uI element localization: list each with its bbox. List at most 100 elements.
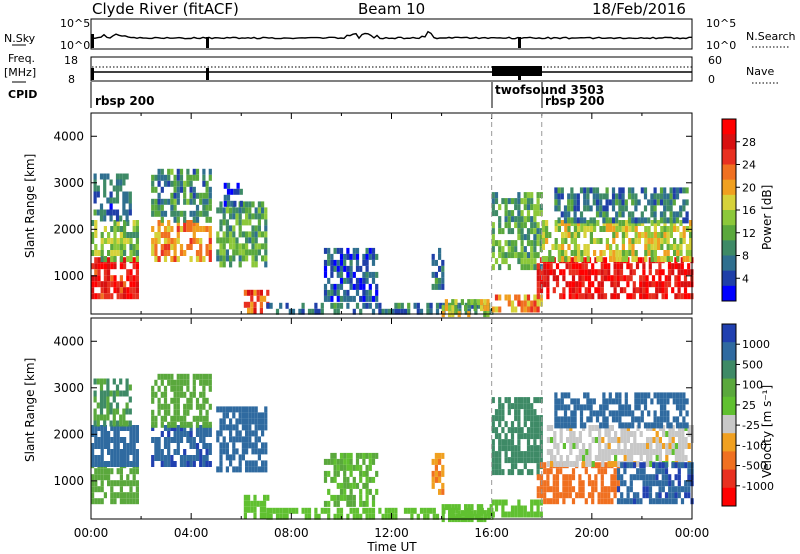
echo-cell xyxy=(571,486,576,493)
echo-cell xyxy=(110,263,114,270)
echo-cell xyxy=(662,431,666,437)
echo-cell xyxy=(122,209,126,216)
echo-cell xyxy=(99,408,104,415)
echo-cell xyxy=(223,182,227,189)
echo-cell xyxy=(119,281,123,288)
echo-cell xyxy=(216,237,220,244)
echo-cell xyxy=(557,244,561,250)
echo-cell xyxy=(674,455,678,461)
echo-cell xyxy=(163,437,168,443)
echo-cell xyxy=(567,199,571,206)
echo-cell xyxy=(222,255,226,262)
echo-cell xyxy=(157,449,161,455)
echo-cell xyxy=(658,468,662,475)
echo-cell xyxy=(501,252,505,259)
echo-cell xyxy=(183,421,187,428)
echo-cell xyxy=(623,437,627,443)
echo-cell xyxy=(632,287,636,294)
echo-cell xyxy=(672,199,676,206)
echo-cell xyxy=(602,205,606,212)
echo-cell xyxy=(561,244,565,250)
echo-cell xyxy=(202,192,206,199)
echo-cell xyxy=(125,402,129,409)
echo-cell xyxy=(339,494,344,501)
echo-cell xyxy=(642,443,646,449)
echo-cell xyxy=(132,287,136,294)
echo-cell xyxy=(384,507,388,514)
echo-cell xyxy=(119,238,123,244)
echo-cell xyxy=(621,256,625,262)
echo-cell xyxy=(97,468,101,475)
echo-cell xyxy=(407,507,411,514)
echo-cell xyxy=(655,281,659,288)
cpid-label: CPID xyxy=(8,88,37,101)
echo-cell xyxy=(636,498,640,505)
echo-cell xyxy=(596,220,600,226)
echo-cell xyxy=(617,443,621,449)
echo-cell xyxy=(656,416,660,423)
echo-cell xyxy=(608,199,612,206)
echo-cell xyxy=(662,425,666,431)
x-tick-label: 00:00 xyxy=(74,526,109,540)
echo-cell xyxy=(346,302,350,309)
echo-cell xyxy=(613,281,617,288)
echo-cell xyxy=(434,458,438,465)
echo-cell xyxy=(192,443,196,449)
echo-cell xyxy=(91,238,95,244)
echo-cell xyxy=(494,433,499,440)
echo-cell xyxy=(588,461,592,467)
echo-cell xyxy=(517,294,521,301)
echo-cell xyxy=(253,500,257,507)
echo-cell xyxy=(501,228,505,235)
echo-cell xyxy=(179,210,184,217)
echo-cell xyxy=(668,437,672,443)
echo-cell xyxy=(626,431,630,437)
echo-cell xyxy=(494,463,499,470)
echo-cell xyxy=(189,455,193,461)
echo-cell xyxy=(658,275,662,282)
echo-cell xyxy=(679,398,683,405)
echo-cell xyxy=(109,420,113,427)
echo-cell xyxy=(557,217,561,224)
echo-cell xyxy=(359,488,363,495)
echo-cell xyxy=(235,213,239,220)
echo-cell xyxy=(507,445,511,452)
echo-cell xyxy=(477,302,481,309)
echo-cell xyxy=(671,263,675,270)
echo-cell xyxy=(261,255,265,262)
echo-cell xyxy=(444,305,448,312)
echo-cell xyxy=(550,425,554,431)
echo-cell xyxy=(365,271,369,278)
echo-cell xyxy=(510,445,515,452)
echo-cell xyxy=(593,226,597,232)
echo-cell xyxy=(501,439,505,446)
echo-cell xyxy=(238,436,242,443)
echo-cell xyxy=(135,238,139,244)
echo-cell xyxy=(602,193,606,200)
echo-cell xyxy=(643,404,648,411)
echo-cell xyxy=(600,269,604,276)
echo-cell xyxy=(202,210,206,217)
echo-cell xyxy=(248,412,252,419)
echo-cell xyxy=(132,498,136,505)
echo-cell xyxy=(107,287,111,294)
echo-cell xyxy=(491,415,495,422)
echo-cell xyxy=(167,455,171,461)
echo-cell xyxy=(636,449,640,455)
echo-cell xyxy=(179,379,184,386)
echo-cell xyxy=(183,415,187,422)
echo-cell xyxy=(336,470,340,477)
echo-cell xyxy=(441,488,445,495)
echo-cell xyxy=(573,226,577,232)
echo-cell xyxy=(195,192,200,199)
echo-cell xyxy=(199,409,203,416)
echo-cell xyxy=(642,462,646,469)
echo-cell xyxy=(163,232,168,238)
echo-cell xyxy=(261,442,265,449)
echo-cell xyxy=(510,210,515,217)
echo-cell xyxy=(103,281,107,288)
echo-cell xyxy=(585,455,589,461)
echo-cell xyxy=(536,281,540,288)
echo-cell xyxy=(591,480,595,487)
echo-cell xyxy=(112,396,116,403)
